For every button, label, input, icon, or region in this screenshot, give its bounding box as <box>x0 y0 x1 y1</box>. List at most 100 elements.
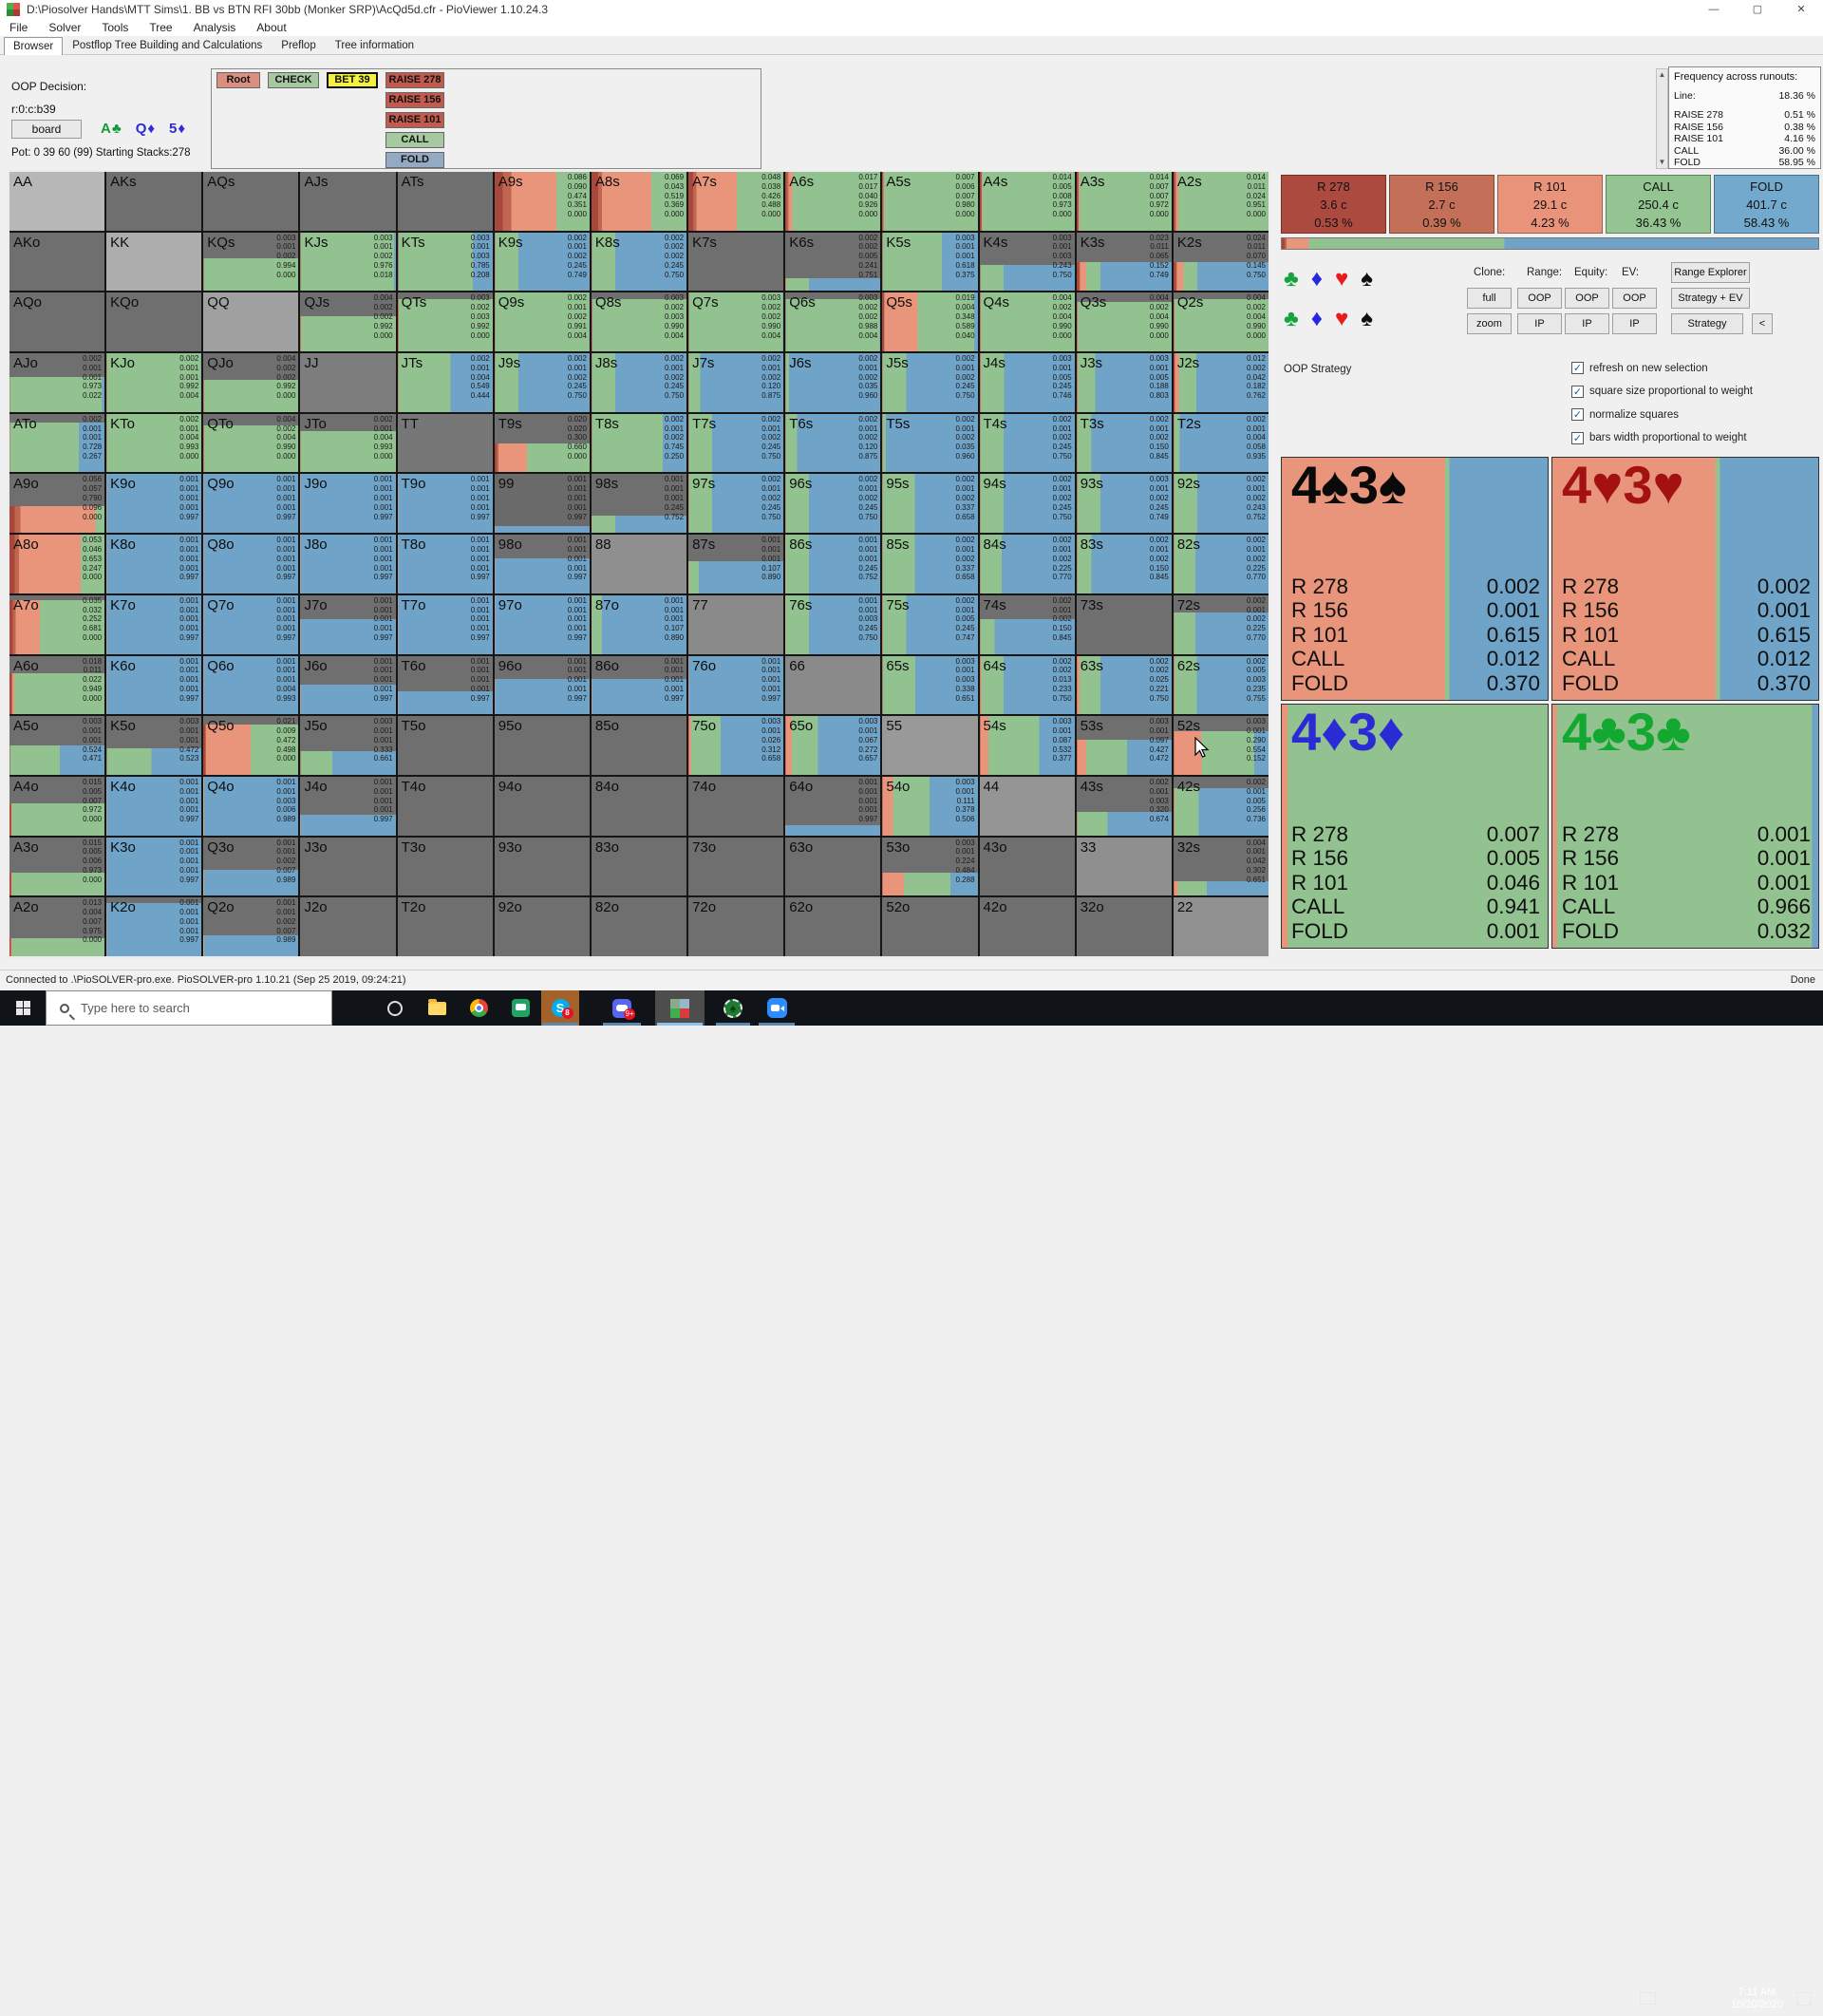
matrix-cell-Q3o[interactable]: 0.001 0.001 0.002 0.007 0.989 Q3o <box>203 837 299 896</box>
matrix-cell-T9s[interactable]: 0.020 0.020 0.300 0.660 0.000 T9s <box>494 413 590 473</box>
matrix-cell-Q4o[interactable]: 0.001 0.001 0.003 0.006 0.989 Q4o <box>203 776 299 836</box>
matrix-cell-KK[interactable]: KK <box>106 232 202 292</box>
matrix-cell-TT[interactable]: TT <box>397 413 493 473</box>
matrix-cell-82s[interactable]: 0.002 0.001 0.002 0.225 0.770 82s <box>1173 535 1269 593</box>
matrix-cell-64o[interactable]: 0.001 0.001 0.001 0.001 0.997 64o <box>785 776 881 836</box>
suit-icon-1[interactable]: ♠ <box>1361 266 1373 292</box>
matrix-cell-92s[interactable]: 0.002 0.001 0.002 0.243 0.752 92s <box>1173 474 1269 534</box>
matrix-cell-86s[interactable]: 0.001 0.001 0.001 0.245 0.752 86s <box>785 535 881 593</box>
matrix-cell-J5s[interactable]: 0.002 0.001 0.002 0.245 0.750 J5s <box>882 353 978 412</box>
matrix-cell-77[interactable]: 77 <box>688 594 784 654</box>
matrix-cell-QQ[interactable]: QQ <box>203 292 299 352</box>
matrix-cell-A5s[interactable]: 0.007 0.006 0.007 0.980 0.000 A5s <box>882 172 978 231</box>
tree-node-bet-39[interactable]: BET 39 <box>327 72 378 88</box>
matrix-cell-44[interactable]: 44 <box>979 776 1075 836</box>
matrix-cell-AQs[interactable]: AQs <box>203 172 299 231</box>
ev-ip-button[interactable]: IP <box>1612 313 1657 334</box>
matrix-cell-K5s[interactable]: 0.003 0.001 0.001 0.618 0.375 K5s <box>882 232 978 292</box>
matrix-cell-96o[interactable]: 0.001 0.001 0.001 0.001 0.997 96o <box>494 655 590 715</box>
matrix-cell-JJ[interactable]: JJ <box>300 353 396 412</box>
matrix-cell-A8s[interactable]: 0.069 0.043 0.519 0.369 0.000 A8s <box>591 172 687 231</box>
matrix-cell-83s[interactable]: 0.002 0.001 0.002 0.150 0.845 83s <box>1076 535 1172 593</box>
matrix-cell-T5s[interactable]: 0.002 0.001 0.002 0.035 0.960 T5s <box>882 413 978 473</box>
matrix-cell-T6o[interactable]: 0.001 0.001 0.001 0.001 0.997 T6o <box>397 655 493 715</box>
tray-chevron-icon[interactable]: ∧ <box>1616 1991 1626 2006</box>
start-button[interactable] <box>0 990 46 1026</box>
matrix-cell-K4s[interactable]: 0.003 0.001 0.003 0.243 0.750 K4s <box>979 232 1075 292</box>
matrix-cell-42o[interactable]: 42o <box>979 897 1075 956</box>
matrix-cell-J5o[interactable]: 0.003 0.001 0.001 0.333 0.661 J5o <box>300 716 396 775</box>
matrix-cell-97o[interactable]: 0.001 0.001 0.001 0.001 0.997 97o <box>494 594 590 654</box>
matrix-cell-J6o[interactable]: 0.001 0.001 0.001 0.001 0.997 J6o <box>300 655 396 715</box>
matrix-cell-J9s[interactable]: 0.002 0.001 0.002 0.245 0.750 J9s <box>494 353 590 412</box>
zoom-app-icon[interactable] <box>757 990 797 1026</box>
matrix-cell-Q8o[interactable]: 0.001 0.001 0.001 0.001 0.997 Q8o <box>203 535 299 593</box>
file-explorer-icon[interactable] <box>420 990 454 1026</box>
matrix-cell-K8o[interactable]: 0.001 0.001 0.001 0.001 0.997 K8o <box>106 535 202 593</box>
matrix-cell-A3s[interactable]: 0.014 0.007 0.007 0.972 0.000 A3s <box>1076 172 1172 231</box>
matrix-cell-J4s[interactable]: 0.003 0.001 0.005 0.245 0.746 J4s <box>979 353 1075 412</box>
matrix-cell-73s[interactable]: 73s <box>1076 594 1172 654</box>
action-center-icon[interactable] <box>1796 1991 1812 2006</box>
messenger-app-icon[interactable] <box>503 990 537 1026</box>
matrix-cell-J8s[interactable]: 0.002 0.001 0.002 0.245 0.750 J8s <box>591 353 687 412</box>
equity-oop-button[interactable]: OOP <box>1565 288 1609 309</box>
matrix-cell-A5o[interactable]: 0.003 0.001 0.001 0.524 0.471 A5o <box>9 716 105 775</box>
matrix-cell-43s[interactable]: 0.002 0.001 0.003 0.320 0.674 43s <box>1076 776 1172 836</box>
tree-node-raise-101[interactable]: RAISE 101 <box>385 112 444 128</box>
matrix-cell-KJs[interactable]: 0.003 0.001 0.002 0.976 0.018 KJs <box>300 232 396 292</box>
checkbox-box[interactable]: ✓ <box>1571 362 1584 374</box>
matrix-cell-94s[interactable]: 0.002 0.001 0.002 0.245 0.750 94s <box>979 474 1075 534</box>
matrix-cell-K5o[interactable]: 0.003 0.001 0.001 0.472 0.523 K5o <box>106 716 202 775</box>
matrix-cell-AQo[interactable]: AQo <box>9 292 105 352</box>
strategy-ev-button[interactable]: Strategy + EV <box>1671 288 1750 309</box>
matrix-cell-A2s[interactable]: 0.014 0.011 0.024 0.951 0.000 A2s <box>1173 172 1269 231</box>
clone-zoom-button[interactable]: zoom <box>1467 313 1512 334</box>
matrix-cell-83o[interactable]: 83o <box>591 837 687 896</box>
matrix-cell-63o[interactable]: 63o <box>785 837 881 896</box>
matrix-cell-A9o[interactable]: 0.056 0.057 0.790 0.096 0.000 A9o <box>9 474 105 534</box>
matrix-cell-K9o[interactable]: 0.001 0.001 0.001 0.001 0.997 K9o <box>106 474 202 534</box>
suit-icon-2[interactable]: ♥ <box>1335 306 1349 331</box>
matrix-cell-A6s[interactable]: 0.017 0.017 0.040 0.926 0.000 A6s <box>785 172 881 231</box>
matrix-cell-84o[interactable]: 84o <box>591 776 687 836</box>
matrix-cell-T4s[interactable]: 0.002 0.001 0.002 0.245 0.750 T4s <box>979 413 1075 473</box>
matrix-cell-Q9s[interactable]: 0.002 0.001 0.002 0.991 0.004 Q9s <box>494 292 590 352</box>
range-explorer-button[interactable]: Range Explorer <box>1671 262 1750 283</box>
matrix-cell-Q2s[interactable]: 0.004 0.002 0.004 0.990 0.000 Q2s <box>1173 292 1269 352</box>
menu-item-analysis[interactable]: Analysis <box>193 21 236 34</box>
cortana-icon[interactable] <box>378 990 412 1026</box>
matrix-cell-JTo[interactable]: 0.002 0.001 0.004 0.993 0.000 JTo <box>300 413 396 473</box>
matrix-cell-96s[interactable]: 0.002 0.001 0.002 0.245 0.750 96s <box>785 474 881 534</box>
matrix-cell-K6s[interactable]: 0.002 0.002 0.005 0.241 0.751 K6s <box>785 232 881 292</box>
matrix-cell-95s[interactable]: 0.002 0.001 0.002 0.337 0.658 95s <box>882 474 978 534</box>
matrix-cell-52o[interactable]: 52o <box>882 897 978 956</box>
close-button[interactable]: ✕ <box>1796 4 1806 15</box>
matrix-cell-AJo[interactable]: 0.002 0.001 0.001 0.973 0.022 AJo <box>9 353 105 412</box>
matrix-cell-J7o[interactable]: 0.001 0.001 0.001 0.001 0.997 J7o <box>300 594 396 654</box>
matrix-cell-T7s[interactable]: 0.002 0.001 0.002 0.245 0.750 T7s <box>688 413 784 473</box>
matrix-cell-43o[interactable]: 43o <box>979 837 1075 896</box>
menu-item-tools[interactable]: Tools <box>102 21 129 34</box>
suit-icon-1[interactable]: ♥ <box>1335 266 1349 292</box>
network-icon[interactable] <box>1640 1992 1657 2005</box>
matrix-cell-AKo[interactable]: AKo <box>9 232 105 292</box>
checkbox-box[interactable]: ✓ <box>1571 385 1584 398</box>
matrix-cell-Q4s[interactable]: 0.004 0.002 0.004 0.990 0.000 Q4s <box>979 292 1075 352</box>
matrix-cell-32s[interactable]: 0.004 0.001 0.042 0.302 0.651 32s <box>1173 837 1269 896</box>
matrix-cell-T8s[interactable]: 0.002 0.001 0.002 0.745 0.250 T8s <box>591 413 687 473</box>
matrix-cell-KTs[interactable]: 0.003 0.001 0.003 0.785 0.208 KTs <box>397 232 493 292</box>
matrix-cell-T6s[interactable]: 0.002 0.001 0.002 0.120 0.875 T6s <box>785 413 881 473</box>
checkbox-square-size-proportional-to-weight[interactable]: ✓ square size proportional to weight <box>1571 385 1753 398</box>
matrix-cell-62o[interactable]: 62o <box>785 897 881 956</box>
checkbox-box[interactable]: ✓ <box>1571 408 1584 421</box>
matrix-cell-A7o[interactable]: 0.035 0.032 0.252 0.681 0.000 A7o <box>9 594 105 654</box>
matrix-cell-72s[interactable]: 0.002 0.001 0.002 0.225 0.770 72s <box>1173 594 1269 654</box>
matrix-cell-76s[interactable]: 0.001 0.001 0.003 0.245 0.750 76s <box>785 594 881 654</box>
matrix-cell-K2o[interactable]: 0.001 0.001 0.001 0.001 0.997 K2o <box>106 897 202 956</box>
matrix-cell-Q9o[interactable]: 0.001 0.001 0.001 0.001 0.997 Q9o <box>203 474 299 534</box>
checkbox-normalize-squares[interactable]: ✓ normalize squares <box>1571 408 1679 421</box>
matrix-cell-33[interactable]: 33 <box>1076 837 1172 896</box>
tab-postflop-tree-building-and-calculations[interactable]: Postflop Tree Building and Calculations <box>72 40 263 51</box>
back-button[interactable]: < <box>1752 313 1773 334</box>
